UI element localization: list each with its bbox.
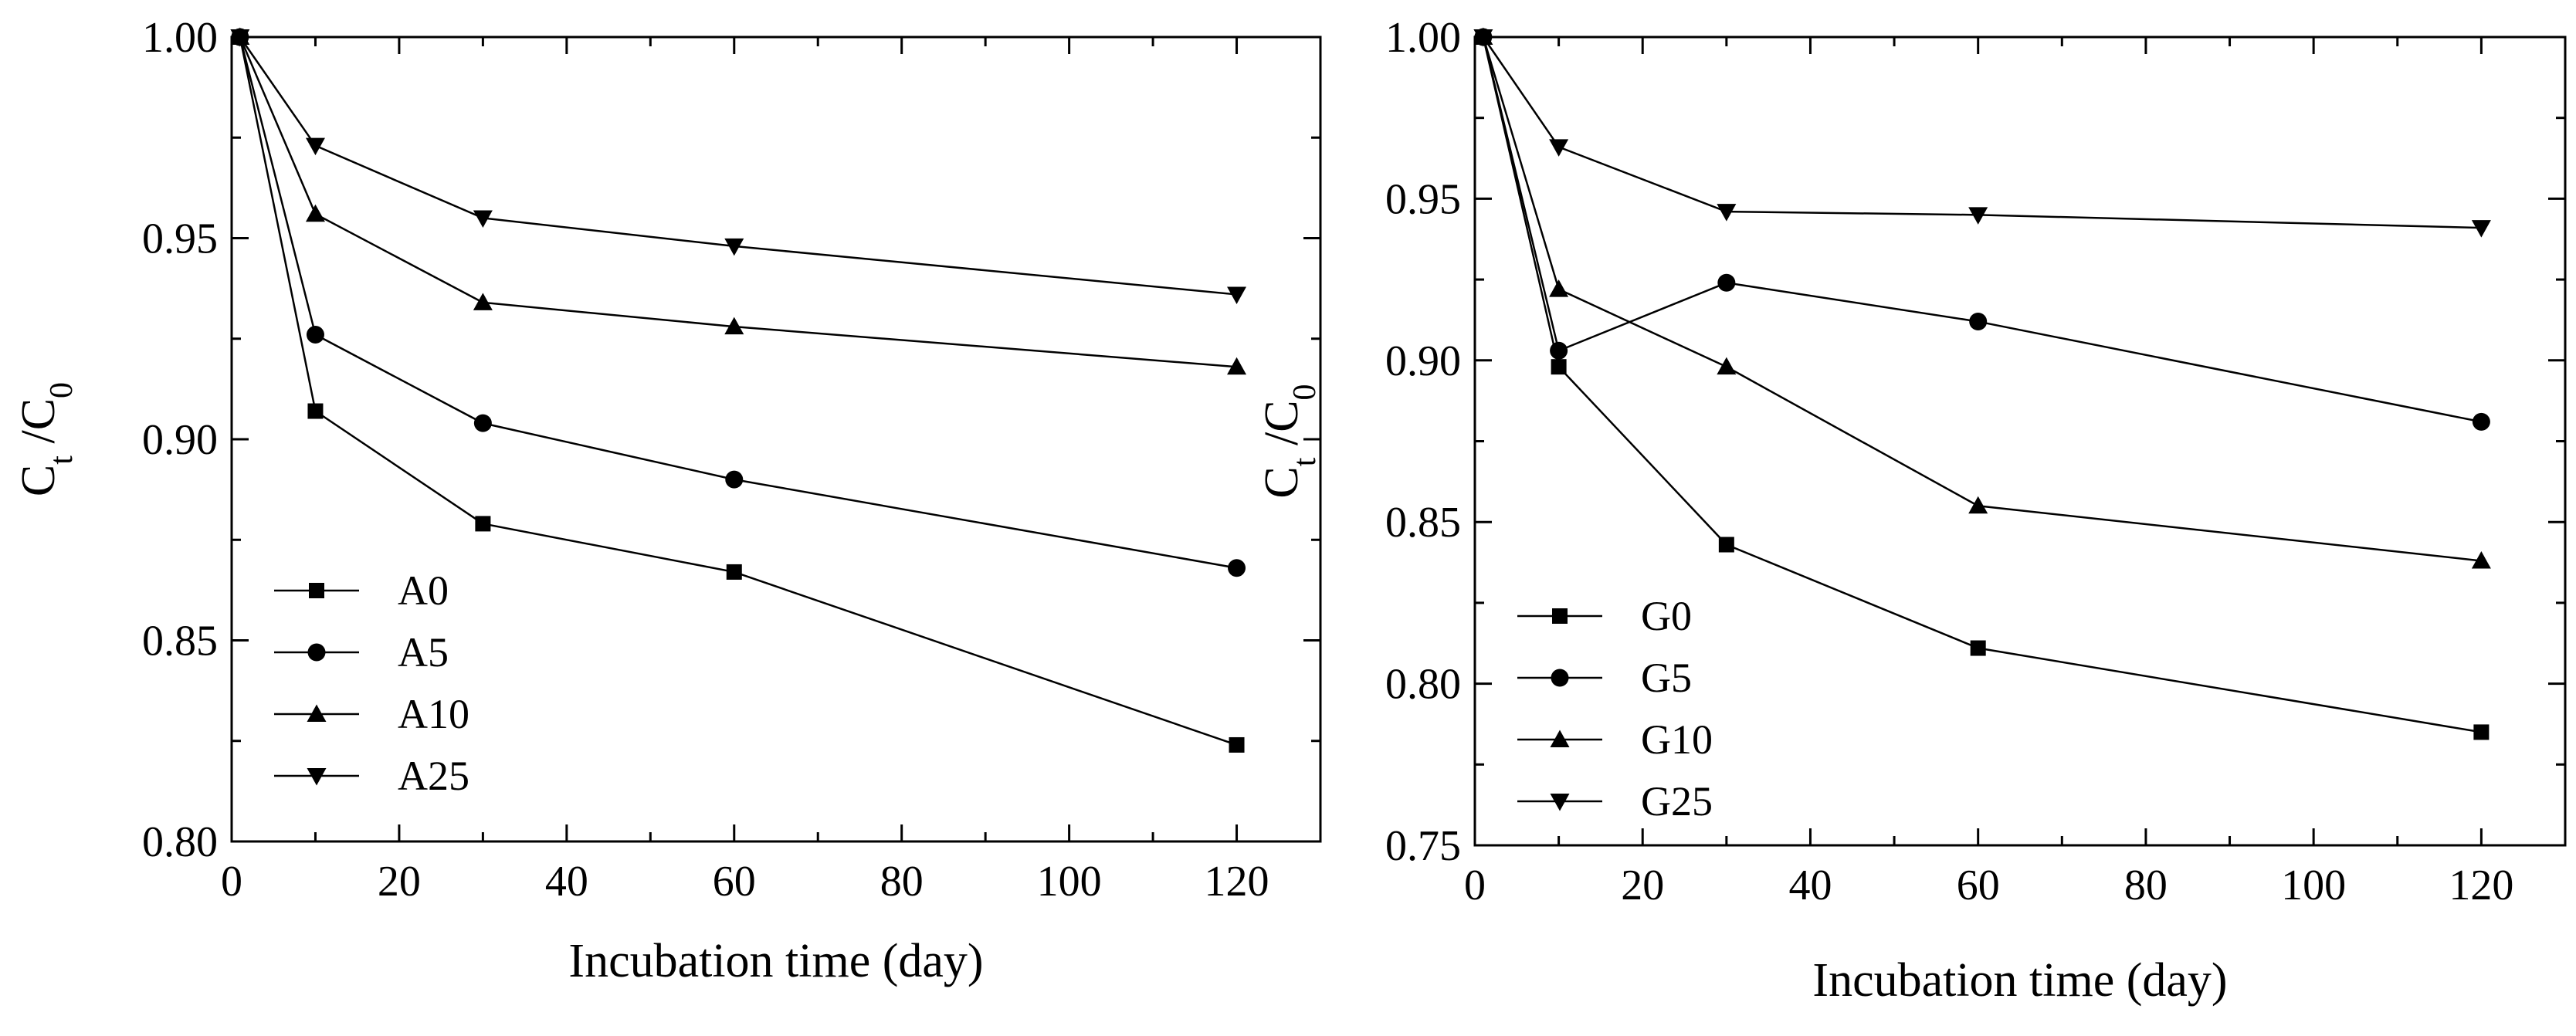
series-line-G25 [1482,36,2482,229]
data-point-G25 [1717,204,1737,222]
data-point-A0 [726,564,742,580]
x-tick-label: 0 [221,858,242,906]
y-axis-title: Ct /C0 [12,382,80,496]
y-tick-label: 0.95 [142,215,218,263]
data-point-G25 [1549,139,1569,157]
data-point-A25 [305,137,325,156]
data-point-A10 [473,293,493,310]
data-point-A10 [305,204,325,222]
data-point-G0 [1970,640,1986,656]
legend-marker-A0 [309,583,324,598]
data-point-A0 [307,403,324,419]
y-tick-label: 1.00 [142,14,218,62]
data-point-G0 [1718,537,1734,553]
data-point-G5 [1550,341,1568,360]
data-point-A25 [473,210,493,228]
x-tick-label: 100 [2281,862,2346,909]
x-tick-label: 80 [2124,862,2168,909]
y-tick-label: 0.80 [1385,661,1461,709]
x-tick-label: 40 [545,858,588,906]
x-tick-label: 120 [1205,858,1269,906]
legend-marker-G5 [1551,669,1569,687]
data-point-G25 [1968,207,1988,225]
data-point-A5 [473,414,492,432]
series-line-A5 [239,36,1237,569]
data-point-G10 [1717,357,1737,375]
data-point-A0 [475,516,491,532]
legend-label-A10: A10 [398,691,469,737]
legend-marker-A25 [307,768,327,786]
x-tick-label: 20 [1621,862,1664,909]
x-tick-label: 100 [1037,858,1102,906]
legend-label-G10: G10 [1641,716,1713,763]
y-axis-title: Ct /C0 [1256,384,1323,498]
x-tick-label: 60 [1957,862,2000,909]
x-axis-title: Incubation time (day) [1812,954,2227,1007]
data-point-G10 [1968,496,1988,514]
x-tick-label: 120 [2449,862,2513,909]
y-tick-label: 1.00 [1385,14,1461,62]
series-line-G5 [1482,36,2482,423]
chart-2: 0 20 40 60 80 100 120 0.75 0.80 0.85 0.90 0.95 1.00 I… [1256,14,2567,1007]
legend-label-A25: A25 [398,753,469,799]
x-tick-label: 40 [1788,862,1832,909]
y-tick-label: 0.85 [142,618,218,665]
series-line-G0 [1482,36,2482,733]
series-line-G10 [1482,36,2482,562]
y-tick-label: 0.75 [1385,822,1461,870]
x-tick-label: 60 [713,858,756,906]
chart-1: 0 20 40 60 80 100 120 0.80 0.85 0.90 0.95 1.00 Incub… [12,14,1322,987]
data-point-A5 [306,326,324,344]
data-point-G10 [1549,279,1569,297]
data-point-A5 [725,470,744,489]
legend-marker-A10 [307,704,327,722]
series-line-A25 [239,36,1237,296]
data-point-A10 [1227,357,1247,375]
x-tick-label: 20 [378,858,421,906]
legend-label-A0: A0 [398,567,449,614]
series-line-A0 [239,36,1237,747]
data-point-A25 [1227,286,1247,304]
data-point-G5 [1717,273,1736,292]
legend-marker-G10 [1550,730,1570,747]
legend-marker-G0 [1552,608,1568,624]
x-axis-title: Incubation time (day) [568,935,983,987]
data-point-G10 [2471,550,2491,569]
y-tick-label: 0.90 [1385,337,1461,385]
legend-label-G0: G0 [1641,593,1692,639]
data-point-A25 [230,29,250,47]
legend-label-A5: A5 [398,629,449,675]
data-point-G5 [1969,313,1988,331]
legend: A0 A5 A10 A25 [274,567,469,799]
plot-frame [1473,36,2567,847]
data-point-G25 [2471,220,2491,238]
legend-marker-G25 [1550,794,1570,811]
plot-frame [230,36,1322,843]
legend-label-G25: G25 [1641,778,1713,824]
legend: G0 G5 G10 G25 [1517,593,1713,824]
data-point-G0 [2473,724,2490,740]
y-tick-label: 0.80 [142,818,218,866]
x-tick-label: 80 [880,858,924,906]
data-point-G25 [1473,29,1493,47]
x-tick-label: 0 [1464,862,1486,909]
series-line-A10 [239,36,1237,368]
data-point-A0 [1229,736,1245,753]
legend-label-G5: G5 [1641,655,1692,701]
data-point-G5 [2472,412,2490,431]
data-point-G0 [1551,359,1567,375]
data-point-A10 [724,317,744,335]
y-tick-label: 0.90 [142,416,218,464]
y-tick-label: 0.95 [1385,175,1461,223]
data-point-A5 [1228,559,1246,577]
legend-marker-A5 [307,643,326,662]
data-point-A25 [724,238,744,256]
y-tick-label: 0.85 [1385,499,1461,547]
